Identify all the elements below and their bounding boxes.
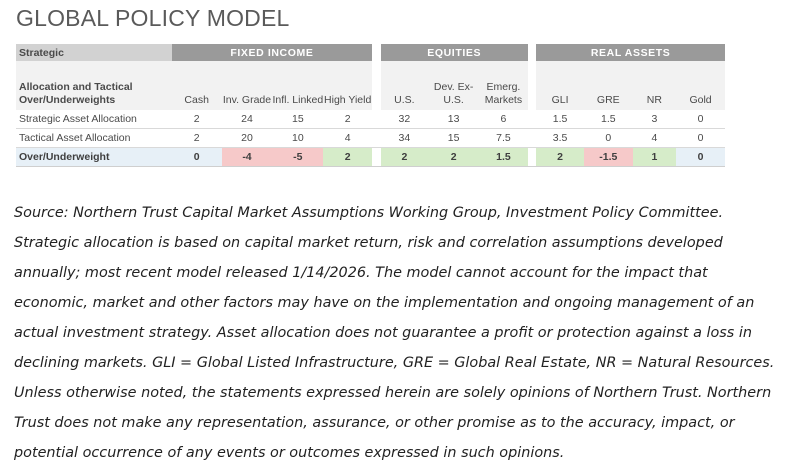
- table-cell: 3.5: [536, 128, 584, 148]
- column-header-row: Allocation and Tactical Over/Underweight…: [16, 61, 725, 110]
- column-header: Cash: [171, 61, 222, 110]
- table-cell: 3: [632, 110, 677, 129]
- table-cell: 4: [632, 128, 677, 148]
- table-cell: 6: [479, 110, 528, 129]
- table-cell: -5: [272, 147, 324, 167]
- table-cell: 2: [536, 147, 584, 167]
- table-cell: 0: [676, 128, 725, 148]
- column-header: NR: [632, 61, 677, 110]
- row-label: Tactical Asset Allocation: [16, 128, 172, 148]
- table-cell: 15: [428, 128, 480, 148]
- table-cell: 2: [323, 110, 373, 129]
- table-cell: 1.5: [536, 110, 584, 129]
- group-equities: EQUITIES: [380, 44, 528, 61]
- group-fixed-income: FIXED INCOME: [171, 44, 373, 61]
- table-cell: 24: [221, 110, 273, 129]
- table-cell: 20: [221, 128, 273, 148]
- table-cell: 1.5: [583, 110, 633, 129]
- column-header: GRE: [583, 61, 633, 110]
- column-header: U.S.: [380, 61, 429, 110]
- row-label: Strategic Asset Allocation: [16, 110, 172, 129]
- table-cell: 2: [428, 147, 480, 167]
- table-row-over-underweight: Over/Underweight 0 -4 -5 2 2 2 1.5 2 -1.5 1 0: [16, 147, 725, 167]
- table-cell: 0: [171, 147, 222, 167]
- table-cell: -4: [221, 147, 273, 167]
- row-label: Over/Underweight: [16, 147, 172, 167]
- global-policy-model-table: Strategic FIXED INCOME EQUITIES REAL ASS…: [16, 44, 725, 167]
- corner-label-rest: Allocation and Tactical Over/Underweight…: [16, 61, 172, 110]
- column-header: GLI: [536, 61, 584, 110]
- table-cell: 1: [632, 147, 677, 167]
- table-cell: 10: [272, 128, 324, 148]
- table-cell: 2: [323, 147, 373, 167]
- group-real-assets: REAL ASSETS: [536, 44, 725, 61]
- column-header: Inv. Grade: [221, 61, 273, 110]
- table-cell: 0: [676, 110, 725, 129]
- table-cell: 0: [583, 128, 633, 148]
- column-header: Dev. Ex-U.S.: [428, 61, 480, 110]
- column-header: High Yield: [323, 61, 373, 110]
- source-footnote: Source: Northern Trust Capital Market As…: [14, 205, 775, 461]
- table-cell: 2: [380, 147, 429, 167]
- table-cell: 32: [380, 110, 429, 129]
- table-cell: -1.5: [583, 147, 633, 167]
- column-header: Infl. Linked: [272, 61, 324, 110]
- column-header: Emerg. Markets: [479, 61, 528, 110]
- table-cell: 2: [171, 128, 222, 148]
- table-cell: 0: [676, 147, 725, 167]
- column-header: Gold: [676, 61, 725, 110]
- table-cell: 7.5: [479, 128, 528, 148]
- table-cell: 34: [380, 128, 429, 148]
- corner-label-line1: Strategic: [16, 44, 172, 61]
- group-header-row: Strategic FIXED INCOME EQUITIES REAL ASS…: [16, 44, 725, 61]
- table-cell: 2: [171, 110, 222, 129]
- table-row: Strategic Asset Allocation 2 24 15 2 32 13 6 1.…: [16, 110, 725, 129]
- table-row: Tactical Asset Allocation 2 20 10 4 34 15 7.5 3…: [16, 128, 725, 148]
- page-title: GLOBAL POLICY MODEL: [16, 5, 290, 31]
- table-cell: 15: [272, 110, 324, 129]
- table-cell: 13: [428, 110, 480, 129]
- table-cell: 1.5: [479, 147, 528, 167]
- table-cell: 4: [323, 128, 373, 148]
